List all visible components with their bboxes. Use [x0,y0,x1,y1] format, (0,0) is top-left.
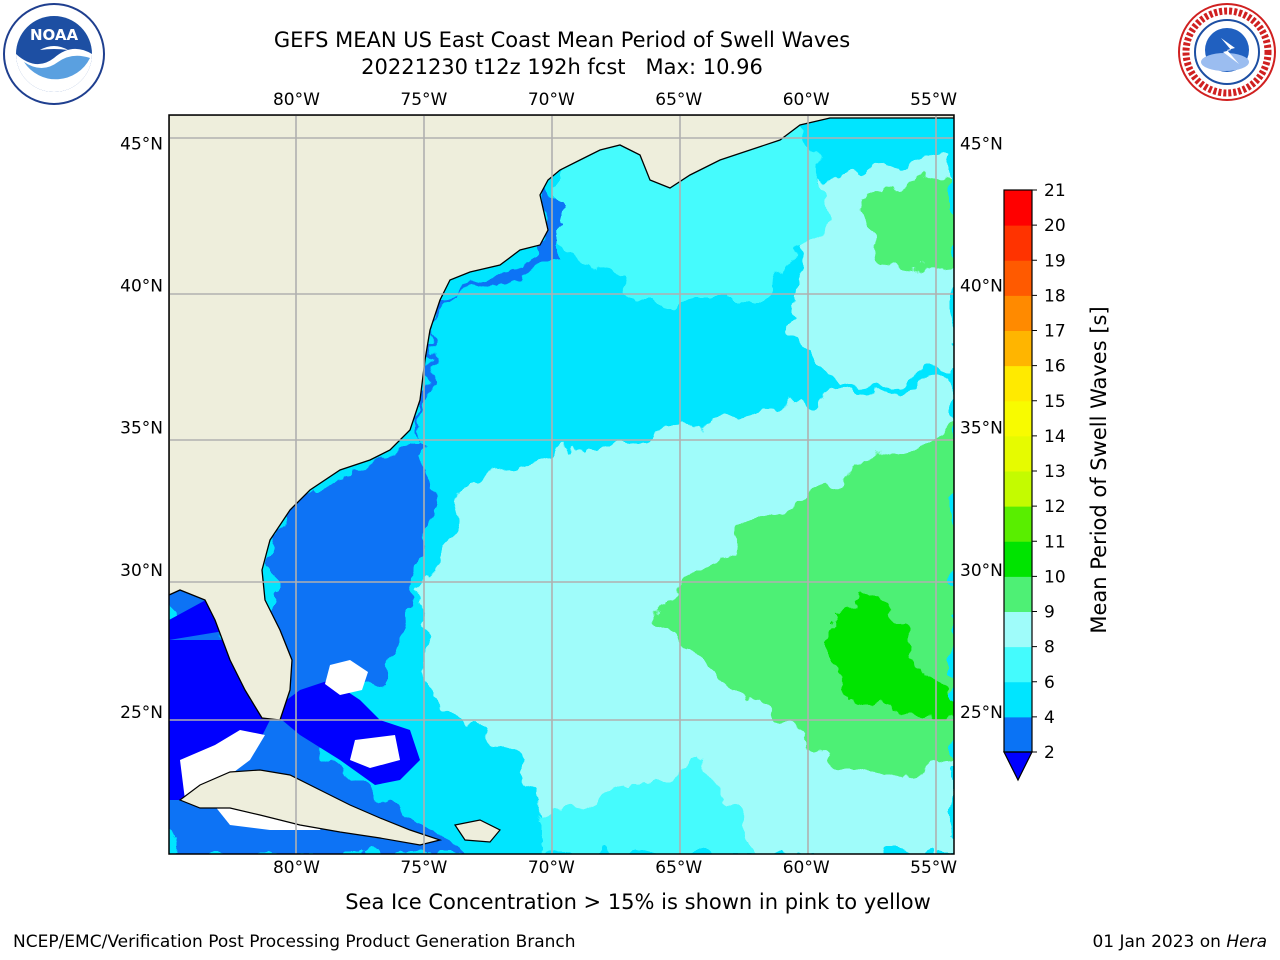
run-info: 20221230 t12z 192h fcst [361,55,626,79]
colorbar-bin [1004,260,1032,296]
colorbar-tick-label: 6 [1044,673,1055,693]
lon-tick-label-top: 80°W [273,90,320,110]
lat-ticks-left: 45°N 40°N 35°N 30°N 25°N [120,134,163,722]
lon-tick-label-top: 70°W [528,90,575,110]
lat-ticks-right: 45°N 40°N 35°N 30°N 25°N [960,134,1003,722]
colorbar-tick-label: 13 [1044,462,1066,482]
colorbar-tick-label: 19 [1044,251,1066,271]
map-area [169,115,954,854]
lon-tick-label-bottom: 80°W [273,858,320,878]
lat-tick-label-left: 45°N [120,134,163,154]
lat-tick-label-right: 30°N [960,561,1003,581]
colorbar-bin [1004,541,1032,577]
colorbar-bin [1004,190,1032,226]
colorbar-tick-label: 10 [1044,567,1066,587]
lat-tick-label-left: 40°N [120,277,163,297]
colorbar-label: Mean Period of Swell Waves [s] [1087,306,1111,633]
map-frame [168,114,955,855]
colorbar: 2 4 6 8 9 10 11 12 13 14 15 16 17 18 19 20 21 [1003,181,1066,782]
lat-tick-label-left: 35°N [120,419,163,439]
colorbar-tick-label: 16 [1044,357,1066,377]
colorbar-bin [1004,400,1032,437]
colorbar-tick-label: 2 [1044,743,1055,763]
lon-tick-label-bottom: 65°W [655,858,702,878]
land-cuba [178,769,443,846]
colorbar-tick-label: 8 [1044,638,1055,658]
max-value: Max: 10.96 [645,55,763,79]
nws-logo [1178,3,1276,101]
svg-text:NOAA: NOAA [30,26,79,44]
lon-tick-label-bottom: 70°W [528,858,575,878]
colorbar-tick-label: 20 [1044,216,1066,236]
lat-tick-label-right: 45°N [960,134,1003,154]
caption-text: Sea Ice Concentration > 15% is shown in … [345,890,931,914]
chart-title: GEFS MEAN US East Coast Mean Period of S… [273,28,851,52]
colorbar-bin [1004,295,1032,331]
colorbar-under-arrow [1003,751,1033,782]
contour-6-8 [560,120,830,300]
footer-host: Hera [1226,932,1267,952]
lat-tick-label-right: 25°N [960,703,1003,723]
contour-6-8-south [540,760,760,854]
contour-10-11 [830,595,954,720]
lon-ticks-bottom: 80°W 75°W 70°W 65°W 60°W 55°W [273,858,957,878]
lon-tick-label-bottom: 75°W [400,858,447,878]
contour-2-4 [270,180,560,700]
colorbar-tick-label: 15 [1044,392,1066,412]
chart-subtitle: 20221230 t12z 192h fcst Max: 10.96 [0,54,1124,80]
lat-tick-label-right: 35°N [960,419,1003,439]
no-data-bahamas-2 [350,735,400,768]
contour-9-10-north [860,170,954,270]
footer-date-text: 01 Jan 2023 on [1092,932,1221,952]
footer-credit: NCEP/EMC/Verification Post Processing Pr… [13,932,576,952]
lat-tick-label-left: 25°N [120,703,163,723]
colorbar-tick-label: 4 [1044,708,1055,728]
lon-tick-label-bottom: 55°W [910,858,957,878]
colorbar-bin [1004,365,1032,402]
colorbar-tick-label: 17 [1044,322,1066,342]
land-hispaniola [454,819,501,843]
lat-tick-label-right: 40°N [960,277,1003,297]
lon-tick-label-bottom: 60°W [783,858,830,878]
lon-ticks-top: 80°W 75°W 70°W 65°W 60°W 55°W [273,90,957,110]
colorbar-bin [1004,681,1032,718]
footer-date: 01 Jan 2023 on Hera [1092,932,1267,952]
noaa-logo: NOAA [3,3,105,105]
lon-tick-label-top: 60°W [783,90,830,110]
colorbar-tick-label: 21 [1044,181,1066,201]
graticule [169,115,954,854]
colorbar-tick-label: 18 [1044,286,1066,306]
lon-tick-label-top: 55°W [910,90,957,110]
lon-tick-label-top: 65°W [655,90,702,110]
colorbar-bin [1004,611,1032,648]
lat-tick-label-left: 30°N [120,561,163,581]
no-data-patch [180,730,265,800]
colorbar-bin [1004,506,1032,542]
colorbar-tick-label: 9 [1044,603,1055,623]
no-data-bahamas [325,660,368,695]
colorbar-tick-label: 14 [1044,427,1066,447]
lon-tick-label-top: 75°W [400,90,447,110]
colorbar-bin [1004,435,1032,472]
colorbar-bin [1004,716,1032,753]
colorbar-tick-label: 11 [1044,532,1066,552]
colorbar-tick-label: 12 [1044,497,1066,517]
colorbar-bin [1004,576,1032,612]
caption: Sea Ice Concentration > 15% is shown in … [0,890,1280,914]
colorbar-bin [1004,330,1032,367]
colorbar-bin [1004,646,1032,683]
colorbar-bin [1004,225,1032,261]
colorbar-bin [1004,471,1032,507]
